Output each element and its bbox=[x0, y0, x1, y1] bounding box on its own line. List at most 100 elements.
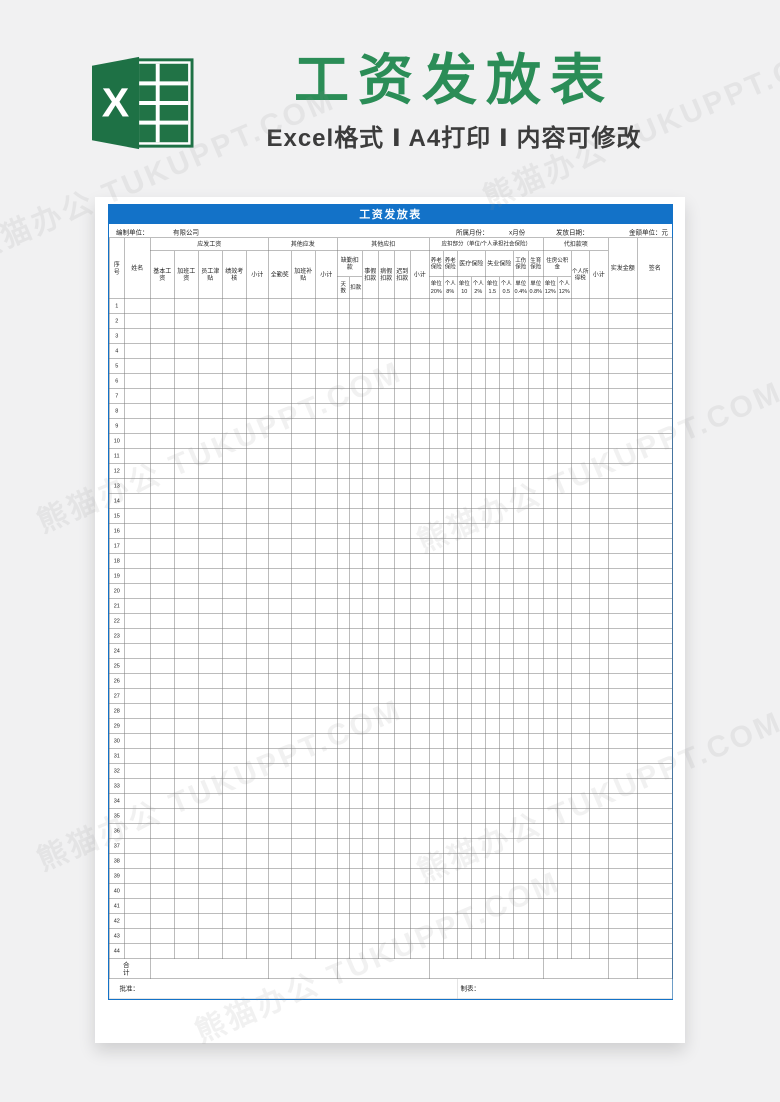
sheet-row: 6 bbox=[109, 373, 673, 389]
empty-cell bbox=[429, 703, 444, 719]
empty-cell bbox=[528, 358, 544, 374]
info-month-label: 所属月份： bbox=[456, 228, 489, 237]
row-number-cell: 12 bbox=[109, 463, 125, 479]
empty-cell bbox=[471, 328, 486, 344]
empty-cell bbox=[268, 568, 292, 584]
empty-cell bbox=[314, 703, 338, 719]
empty-cell bbox=[362, 523, 379, 539]
empty-cell bbox=[362, 853, 379, 869]
row-number-cell: 24 bbox=[109, 643, 125, 659]
empty-cell bbox=[457, 508, 472, 524]
empty-cell bbox=[471, 568, 486, 584]
empty-cell bbox=[337, 838, 350, 854]
empty-cell bbox=[174, 928, 199, 944]
empty-cell bbox=[410, 808, 430, 824]
empty-cell bbox=[222, 403, 247, 419]
empty-cell bbox=[499, 823, 514, 839]
empty-cell bbox=[528, 808, 544, 824]
empty-cell bbox=[571, 838, 590, 854]
empty-cell bbox=[349, 898, 363, 914]
empty-cell bbox=[513, 808, 529, 824]
empty-cell bbox=[485, 898, 500, 914]
empty-cell bbox=[150, 463, 175, 479]
empty-cell bbox=[314, 628, 338, 644]
empty-cell bbox=[268, 673, 292, 689]
empty-cell bbox=[246, 598, 269, 614]
header-absence-amount: 扣款 bbox=[349, 276, 363, 299]
empty-cell bbox=[150, 568, 175, 584]
empty-cell bbox=[499, 433, 514, 449]
empty-cell bbox=[124, 913, 151, 929]
empty-cell bbox=[528, 373, 544, 389]
empty-cell bbox=[471, 778, 486, 794]
empty-cell bbox=[443, 793, 458, 809]
empty-cell bbox=[198, 433, 223, 449]
empty-cell bbox=[174, 343, 199, 359]
empty-cell bbox=[589, 733, 609, 749]
empty-cell bbox=[314, 343, 338, 359]
empty-cell bbox=[268, 418, 292, 434]
sheet-row: 28 bbox=[109, 703, 673, 719]
empty-cell bbox=[637, 883, 673, 899]
empty-cell bbox=[528, 328, 544, 344]
empty-cell bbox=[410, 838, 430, 854]
empty-cell bbox=[362, 658, 379, 674]
empty-cell bbox=[499, 313, 514, 329]
empty-cell bbox=[198, 838, 223, 854]
empty-cell bbox=[443, 913, 458, 929]
row-number-cell: 2 bbox=[109, 313, 125, 329]
empty-cell bbox=[608, 478, 638, 494]
empty-cell bbox=[571, 898, 590, 914]
empty-cell bbox=[349, 418, 363, 434]
empty-cell bbox=[222, 598, 247, 614]
empty-cell bbox=[394, 823, 411, 839]
empty-cell bbox=[499, 808, 514, 824]
empty-cell bbox=[637, 403, 673, 419]
empty-cell bbox=[268, 643, 292, 659]
empty-cell bbox=[471, 508, 486, 524]
empty-cell bbox=[174, 688, 199, 704]
info-month-value: x月份 bbox=[509, 228, 526, 237]
empty-cell bbox=[637, 913, 673, 929]
empty-cell bbox=[222, 868, 247, 884]
empty-cell bbox=[543, 823, 558, 839]
sheet-row: 9 bbox=[109, 418, 673, 434]
empty-cell bbox=[198, 373, 223, 389]
empty-cell bbox=[150, 298, 175, 314]
empty-cell bbox=[471, 808, 486, 824]
empty-cell bbox=[362, 883, 379, 899]
empty-cell bbox=[571, 778, 590, 794]
row-number-cell: 13 bbox=[109, 478, 125, 494]
empty-cell bbox=[457, 613, 472, 629]
empty-cell bbox=[513, 373, 529, 389]
empty-cell bbox=[124, 748, 151, 764]
sheet-row: 42 bbox=[109, 913, 673, 929]
empty-cell bbox=[443, 688, 458, 704]
sheet-row: 34 bbox=[109, 793, 673, 809]
empty-cell bbox=[557, 658, 572, 674]
empty-cell bbox=[513, 718, 529, 734]
empty-cell bbox=[291, 913, 316, 929]
empty-cell bbox=[543, 358, 558, 374]
empty-cell bbox=[429, 343, 444, 359]
empty-cell bbox=[589, 643, 609, 659]
empty-cell bbox=[571, 508, 590, 524]
empty-cell bbox=[362, 568, 379, 584]
empty-cell bbox=[429, 298, 444, 314]
empty-cell bbox=[349, 778, 363, 794]
empty-cell bbox=[410, 298, 430, 314]
table-header: 序号 姓名 应发工资 其他应发 其他应扣 应扣部分（单位/个人承担社会保险） 代… bbox=[109, 237, 673, 299]
empty-cell bbox=[457, 433, 472, 449]
empty-cell bbox=[337, 403, 350, 419]
empty-cell bbox=[268, 883, 292, 899]
empty-cell bbox=[246, 493, 269, 509]
empty-cell bbox=[394, 703, 411, 719]
empty-cell bbox=[314, 793, 338, 809]
empty-cell bbox=[246, 838, 269, 854]
empty-cell bbox=[174, 418, 199, 434]
empty-cell bbox=[457, 463, 472, 479]
empty-cell bbox=[637, 943, 673, 959]
sheet-row: 35 bbox=[109, 808, 673, 824]
empty-cell bbox=[608, 823, 638, 839]
empty-cell bbox=[246, 898, 269, 914]
